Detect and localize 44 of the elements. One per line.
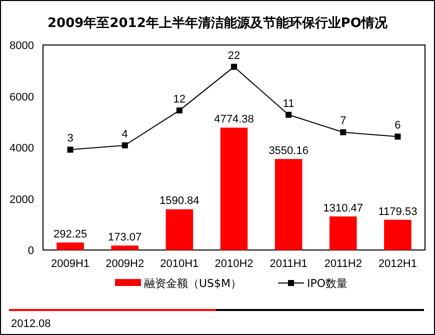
data-label: 4 bbox=[122, 128, 128, 140]
data-label: 292.25 bbox=[53, 228, 88, 241]
x-tick-label: 2012H1 bbox=[378, 258, 417, 270]
text: 2012.08 bbox=[11, 318, 51, 330]
x-tick-label: 2009H1 bbox=[51, 258, 90, 270]
bar bbox=[111, 246, 138, 250]
data-label: 4774.38 bbox=[214, 114, 254, 126]
bar bbox=[220, 128, 248, 250]
bar bbox=[384, 220, 412, 250]
x-tick-label: 2011H1 bbox=[270, 258, 308, 270]
y-tick-label: 6000 bbox=[10, 91, 34, 104]
y-tick-label: 8000 bbox=[10, 40, 34, 52]
point bbox=[286, 112, 292, 118]
bar bbox=[330, 216, 357, 250]
data-label: 173.07 bbox=[108, 232, 142, 244]
data-label: 1310.47 bbox=[323, 202, 364, 214]
x-tick-label: 2010H1 bbox=[160, 258, 199, 270]
x-tick-label: 2011H2 bbox=[324, 258, 362, 270]
y-tick-label: 4000 bbox=[10, 142, 34, 154]
data-label: 22 bbox=[228, 50, 240, 62]
data-label: 1179.53 bbox=[378, 206, 418, 218]
bar bbox=[56, 242, 84, 250]
point bbox=[122, 142, 128, 148]
data-label: 1590.84 bbox=[160, 195, 200, 208]
data-label: 6 bbox=[394, 120, 401, 132]
bar bbox=[166, 209, 194, 250]
data-label: 7 bbox=[340, 115, 346, 128]
data-label: 3550.16 bbox=[268, 145, 308, 158]
point bbox=[394, 134, 401, 140]
legend-label: IPO数量 bbox=[307, 277, 348, 290]
data-label: 3 bbox=[67, 132, 74, 145]
bar bbox=[274, 159, 302, 250]
point bbox=[176, 107, 182, 114]
data-label: 12 bbox=[173, 93, 186, 106]
y-tick-label: 0 bbox=[28, 245, 34, 257]
point bbox=[340, 129, 346, 136]
chart-title: 2009年至2012年上半年清洁能源及节能环保行业PO情况 bbox=[48, 15, 388, 31]
x-tick-label: 2010H2 bbox=[214, 258, 254, 270]
data-label: 11 bbox=[282, 98, 294, 110]
legend-label: 融资金额（US$M） bbox=[144, 277, 242, 290]
x-tick-label: 2009H2 bbox=[106, 258, 144, 270]
point bbox=[67, 146, 74, 153]
point bbox=[231, 64, 237, 70]
y-tick-label: 2000 bbox=[10, 194, 34, 206]
